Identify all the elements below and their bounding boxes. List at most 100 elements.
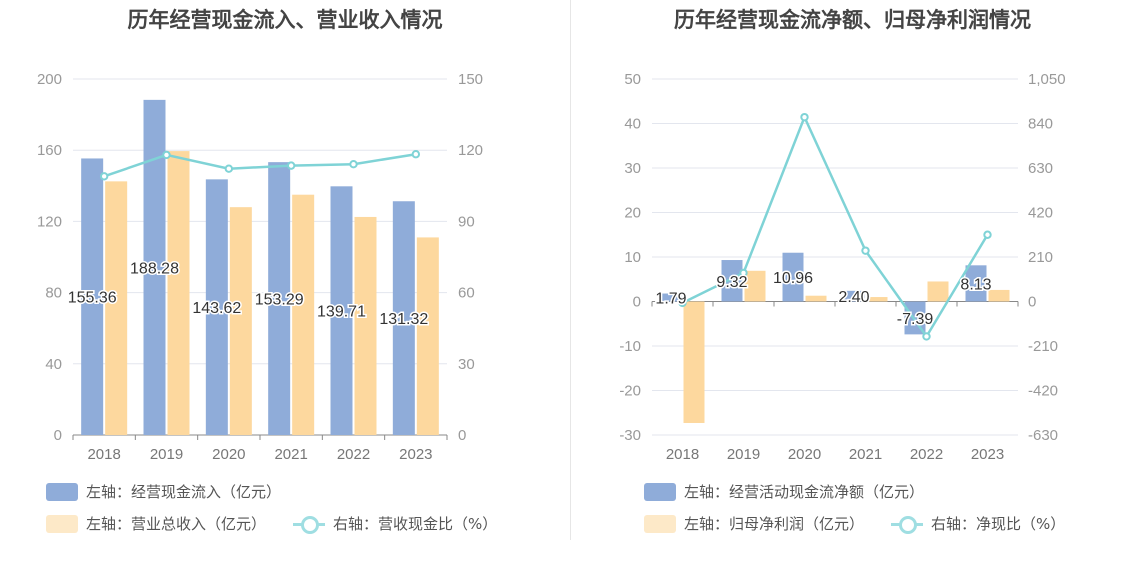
- x-tick-label: 2022: [910, 446, 943, 463]
- panel-divider: [570, 0, 571, 540]
- bar: [988, 289, 1010, 302]
- data-label: 1.79: [655, 291, 686, 308]
- y-right-tick-label: 90: [458, 213, 475, 230]
- y-right-tick-label: 0: [1028, 294, 1036, 311]
- line-point: [861, 246, 870, 255]
- y-right-tick-label: 30: [458, 356, 475, 373]
- y-left-tick-label: 30: [624, 160, 641, 177]
- legend-label: 左轴：营业总收入（亿元）: [86, 515, 267, 533]
- bar: [927, 281, 949, 302]
- x-tick-label: 2018: [666, 446, 699, 463]
- bar: [292, 194, 315, 435]
- line-point: [224, 164, 234, 173]
- legend-label: 左轴：经营活动现金流净额（亿元）: [684, 483, 925, 501]
- bar: [268, 162, 291, 435]
- bar: [392, 201, 415, 435]
- line-series: [103, 153, 417, 178]
- legend-label: 右轴：净现比（%）: [931, 515, 1066, 533]
- legend-label: 左轴：归母净利润（亿元）: [684, 515, 865, 533]
- bar: [683, 301, 705, 423]
- data-label: 9.32: [716, 274, 747, 291]
- line-point: [678, 298, 687, 308]
- chart-panel-left: 历年经营现金流入、营业收入情况 0 40 80 120 160 200 0 30 60 90 120…: [37, 8, 497, 534]
- y-right-tick-label: 60: [458, 285, 475, 302]
- y-left-tick-label: 0: [54, 427, 62, 444]
- bar: [167, 151, 190, 435]
- line-point: [286, 161, 296, 170]
- bar: [81, 158, 104, 435]
- x-tick-label: 2019: [150, 446, 183, 463]
- y-left-tick-label: -30: [619, 427, 641, 444]
- legend-item[interactable]: 右轴：营收现金比（%）: [293, 513, 497, 534]
- y-right-tick-label: 120: [458, 142, 483, 159]
- data-label: 139.71: [317, 304, 366, 321]
- bar: [805, 295, 827, 302]
- x-tick-label: 2021: [849, 446, 882, 463]
- x-tick-label: 2020: [788, 446, 821, 463]
- data-label: 8.13: [960, 276, 991, 293]
- bar: [843, 290, 865, 302]
- x-tick-label: 2020: [212, 446, 245, 463]
- y-right-tick-label: 150: [458, 71, 483, 88]
- data-label: 188.28: [130, 260, 179, 277]
- y-left-tick-label: 160: [37, 142, 62, 159]
- y-left-tick-label: 0: [633, 294, 641, 311]
- line-point: [739, 268, 748, 278]
- line-point: [411, 150, 421, 159]
- data-label: 155.36: [68, 290, 117, 307]
- chart-panel-right: 历年经营现金流净额、归母净利润情况 -30 -20 -10 0 10 20 30 40 50 -6…: [571, 0, 1134, 582]
- legend-item[interactable]: 左轴：营业总收入（亿元）: [46, 513, 266, 534]
- y-left-tick-label: 120: [37, 213, 62, 230]
- y-right-tick-label: 1,050: [1028, 71, 1066, 88]
- legend-item[interactable]: 左轴：经营现金流入（亿元）: [46, 481, 281, 502]
- bar: [782, 252, 804, 302]
- y-right-tick-label: 210: [1028, 249, 1053, 266]
- legend-swatch: [644, 514, 676, 533]
- bar: [660, 293, 682, 302]
- y-left-tick-label: 50: [624, 71, 641, 88]
- legend-item[interactable]: 左轴：经营活动现金流净额（亿元）: [644, 481, 924, 502]
- legend-item[interactable]: 左轴：归母净利润（亿元）: [644, 513, 864, 534]
- chart-plot-left: 0 40 80 120 160 200 0 30 60 90 120 150 2018 2019 2020 2…: [37, 71, 483, 463]
- legend-line-swatch: [293, 515, 325, 534]
- y-right-tick-label: 630: [1028, 160, 1053, 177]
- x-tick-label: 2023: [399, 446, 432, 463]
- x-tick-label: 2021: [274, 446, 307, 463]
- line-series: [681, 113, 989, 339]
- legend-label: 左轴：经营现金流入（亿元）: [86, 483, 282, 501]
- legend-swatch: [46, 514, 78, 533]
- x-tick-label: 2018: [87, 446, 120, 463]
- y-left-tick-label: -20: [619, 383, 641, 400]
- legend-item[interactable]: 右轴：净现比（%）: [891, 513, 1065, 534]
- x-tick-label: 2022: [337, 446, 370, 463]
- bar: [965, 265, 987, 302]
- bar: [143, 99, 166, 435]
- legend-swatch: [46, 482, 78, 501]
- legend-label: 右轴：营收现金比（%）: [333, 515, 498, 533]
- y-left-tick-label: 20: [624, 205, 641, 222]
- y-right-tick-label: 420: [1028, 205, 1053, 222]
- line-point: [922, 332, 931, 341]
- y-right-tick-label: 0: [458, 427, 466, 444]
- y-right-tick-label: 840: [1028, 116, 1053, 133]
- bar: [744, 270, 766, 302]
- data-label: 143.62: [192, 300, 241, 317]
- bar: [105, 181, 128, 435]
- data-label: 153.29: [255, 292, 304, 309]
- y-right-tick-label: -210: [1028, 338, 1058, 355]
- bar: [205, 179, 228, 435]
- bar: [866, 297, 888, 302]
- chart-title: 历年经营现金流入、营业收入情况: [127, 8, 443, 32]
- y-left-tick-label: 40: [45, 356, 62, 373]
- line-point: [983, 230, 992, 239]
- line-point: [349, 160, 358, 169]
- y-left-tick-label: 40: [624, 116, 641, 133]
- x-tick-label: 2023: [971, 446, 1004, 463]
- y-left-tick-label: 80: [45, 285, 62, 302]
- data-label: 10.96: [773, 270, 813, 287]
- y-right-tick-label: -420: [1028, 383, 1058, 400]
- data-label: -7.39: [897, 311, 934, 328]
- data-label: 2.40: [838, 289, 869, 306]
- chart-title: 历年经营现金流净额、归母净利润情况: [674, 8, 1031, 32]
- y-right-tick-label: -630: [1028, 427, 1058, 444]
